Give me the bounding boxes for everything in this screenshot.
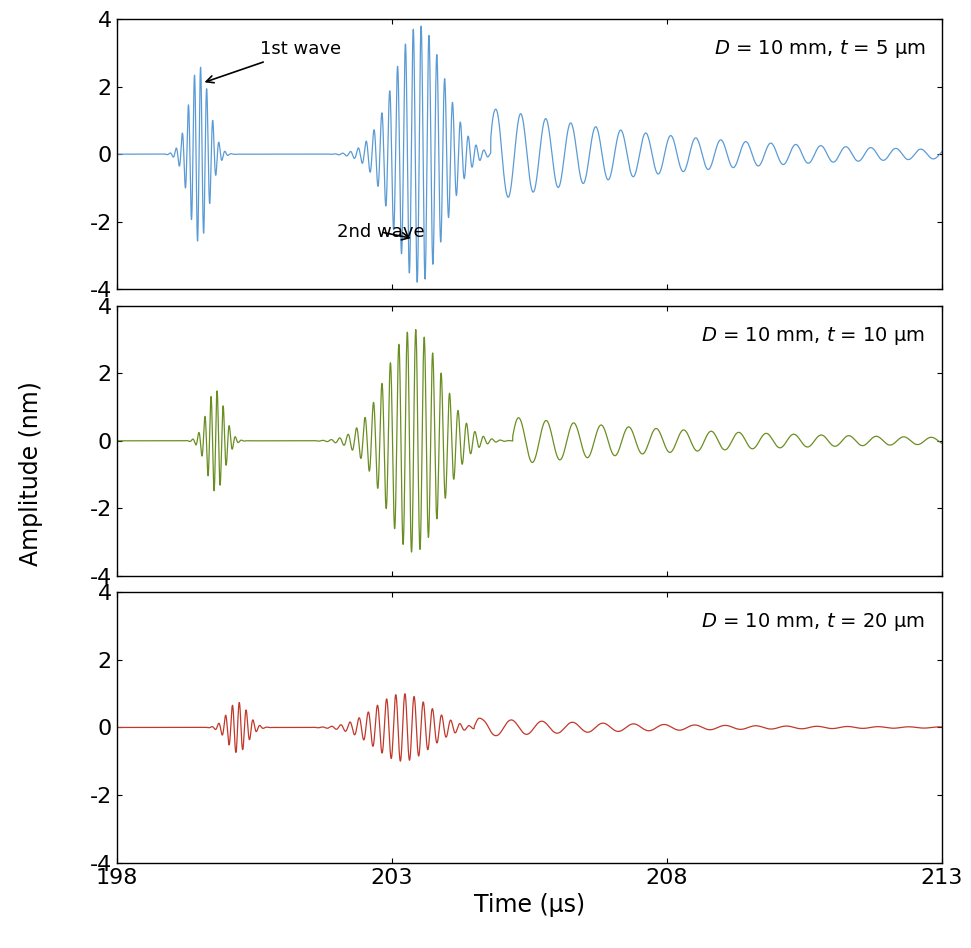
- Text: Amplitude (nm): Amplitude (nm): [19, 381, 44, 567]
- Text: 1st wave: 1st wave: [206, 41, 341, 82]
- X-axis label: Time (μs): Time (μs): [474, 893, 585, 917]
- Text: $D$ = 10 mm, $t$ = 10 μm: $D$ = 10 mm, $t$ = 10 μm: [701, 324, 925, 347]
- Text: 2nd wave: 2nd wave: [337, 223, 424, 241]
- Text: $D$ = 10 mm, $t$ = 5 μm: $D$ = 10 mm, $t$ = 5 μm: [714, 38, 925, 60]
- Text: $D$ = 10 mm, $t$ = 20 μm: $D$ = 10 mm, $t$ = 20 μm: [701, 611, 925, 633]
